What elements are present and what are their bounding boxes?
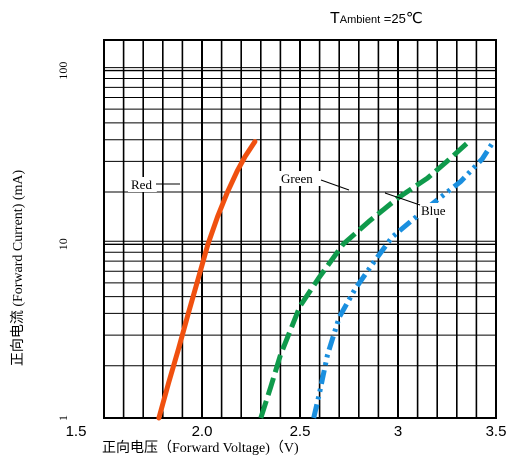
label-red-bg [128,177,157,192]
x-tick-label: 3 [394,423,402,440]
y-tick-label: 10 [56,238,70,250]
x-tick-label: 2.0 [192,423,213,440]
y-tick-label: 1 [56,415,70,421]
x-tick-label: 3.5 [486,423,507,440]
label-blue-bg [418,203,455,218]
chart-grid [103,39,497,419]
y-tick-label: 100 [56,62,70,80]
x-axis-label: 正向电压（Forward Voltage)（V) [102,440,299,456]
series-line-green [258,141,469,419]
chart-labels: Red Green Blue [128,171,455,218]
label-blue: Blue [421,203,446,218]
label-red: Red [131,177,152,192]
x-tick-label: 1.5 [66,423,87,440]
series-line-red [156,139,258,421]
x-tick-label: 2.5 [290,423,311,440]
y-axis-label: 正向电流 (Forward Current) (mA) [10,169,26,366]
label-green: Green [281,171,313,186]
chart-ticks: 1.5 2.0 2.5 3 3.5 1 10 100 [56,62,506,440]
chart-series-group [156,139,495,421]
label-green-leader [320,179,350,191]
label-green-bg [278,171,322,186]
ambient-temperature-annotation: TAmbient =25℃ [330,10,423,27]
plot-frame [103,39,497,419]
label-blue-leader [384,192,421,206]
series-line-blue [311,142,495,419]
